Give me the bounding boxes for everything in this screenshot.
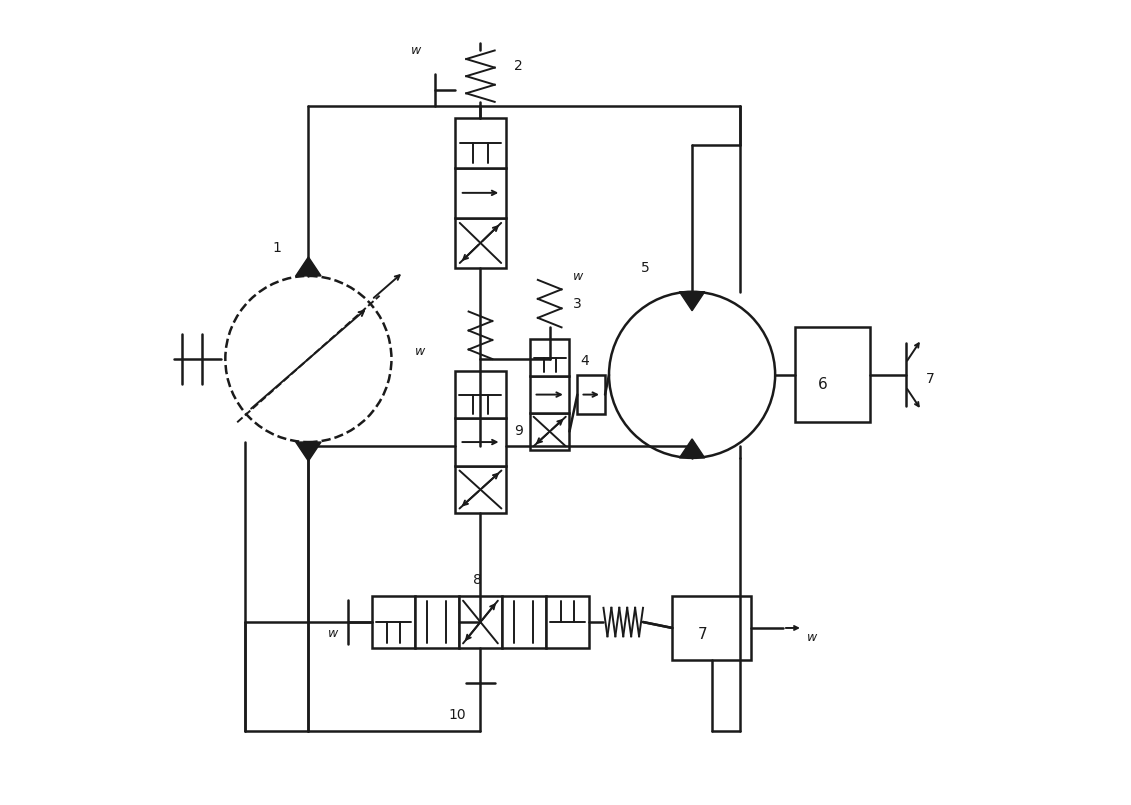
Bar (455, 371, 507, 419)
Bar (530, 376, 569, 413)
Text: 7: 7 (925, 372, 934, 386)
Text: w: w (806, 630, 817, 644)
Text: 4: 4 (580, 354, 589, 369)
Bar (502, 597, 546, 648)
Bar (455, 118, 507, 167)
Bar (455, 466, 507, 514)
Bar (455, 167, 507, 218)
Bar (672, 597, 751, 659)
Text: 1: 1 (273, 242, 282, 255)
Text: 2: 2 (515, 60, 523, 73)
Bar (455, 419, 507, 466)
Bar (415, 597, 459, 648)
Bar (795, 328, 870, 423)
Bar (455, 218, 507, 268)
Polygon shape (295, 442, 321, 461)
Text: w: w (573, 270, 584, 283)
Bar (546, 597, 589, 648)
Polygon shape (680, 439, 705, 458)
Bar (530, 413, 569, 450)
Text: 5: 5 (640, 261, 649, 275)
Bar (459, 597, 502, 648)
Text: 3: 3 (573, 296, 582, 311)
Text: 9: 9 (515, 424, 523, 438)
Text: w: w (412, 44, 422, 57)
Text: 6: 6 (818, 377, 827, 392)
Bar (372, 597, 415, 648)
Bar (530, 339, 569, 376)
Bar (577, 375, 605, 415)
Polygon shape (295, 257, 321, 276)
Text: 7: 7 (698, 627, 707, 642)
Polygon shape (680, 291, 705, 311)
Text: w: w (328, 627, 338, 641)
Text: w: w (415, 345, 425, 358)
Text: 10: 10 (449, 708, 466, 722)
Text: 8: 8 (473, 573, 482, 588)
